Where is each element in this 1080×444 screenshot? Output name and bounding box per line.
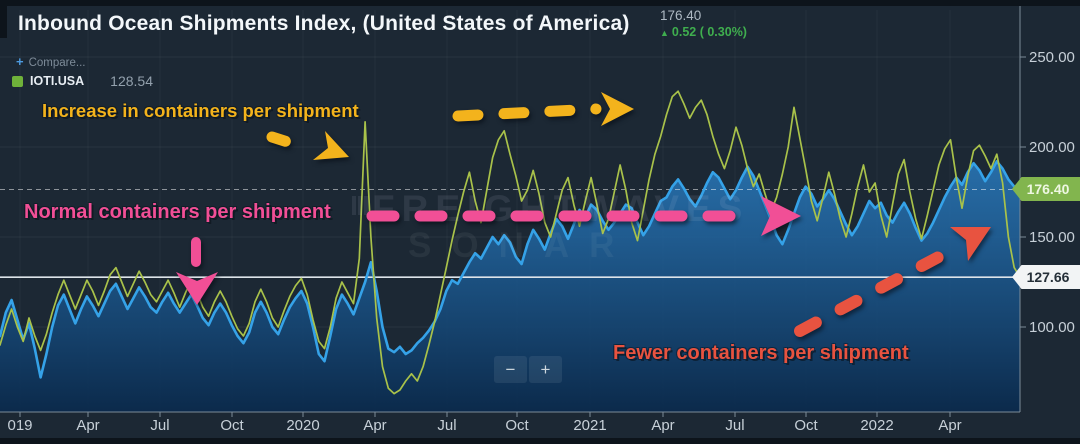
x-axis-label: 2022 [860,417,894,434]
x-axis-label: Jul [437,417,457,434]
x-axis-label: Apr [651,417,675,434]
compare-button[interactable]: + Compare... [16,54,85,69]
y-axis-label: 200.00 [1029,139,1075,156]
frame-strip-top [0,0,1080,6]
legend-item[interactable]: IOTI.USA 128.54 [12,73,153,89]
zoom-controls: − + [494,356,562,383]
plus-icon: + [16,54,24,69]
x-axis-label: Jul [725,417,745,434]
legend-swatch-icon [12,75,23,87]
zoom-in-button[interactable]: + [529,356,562,383]
page-title: Inbound Ocean Shipments Index, (United S… [18,12,630,35]
y-axis-label: 150.00 [1029,229,1075,246]
quote-last-value: 176.40 [660,8,702,23]
x-axis-label: 2020 [286,417,320,434]
zoom-out-button[interactable]: − [494,356,527,383]
x-axis-label: Apr [363,417,387,434]
y-axis-label: 100.00 [1029,319,1075,336]
frame-strip-bottom [0,438,1080,444]
frame-strip-corner [0,0,7,38]
x-axis-label: 2021 [573,417,607,434]
compare-label: Compare... [28,57,86,69]
y-axis-label: 250.00 [1029,49,1075,66]
x-axis-label: Oct [220,417,244,434]
x-axis-label: Jul [150,417,170,434]
x-axis-label: Apr [938,417,962,434]
up-arrow-icon: ▲ [660,28,669,38]
axis-lines [0,6,1026,417]
x-axis-label: Apr [76,417,100,434]
quote-change-text: 0.52 ( 0.30%) [671,25,747,39]
quote-block: 176.40 ▲ 0.52 ( 0.30%) [660,8,747,39]
freightwaves-logo-icon [352,196,356,215]
last-value-badge-green: 127.66 [1012,265,1080,289]
legend-series-name: IOTI.USA [30,74,85,88]
last-value-badge-blue: 176.40 [1012,177,1080,201]
x-axis-label: Oct [505,417,529,434]
quote-change: ▲ 0.52 ( 0.30%) [660,25,747,39]
x-axis-label: Oct [794,417,818,434]
legend-series-value: 128.54 [110,73,153,89]
series-lines [0,90,1022,395]
x-axis-label: 019 [7,417,33,434]
